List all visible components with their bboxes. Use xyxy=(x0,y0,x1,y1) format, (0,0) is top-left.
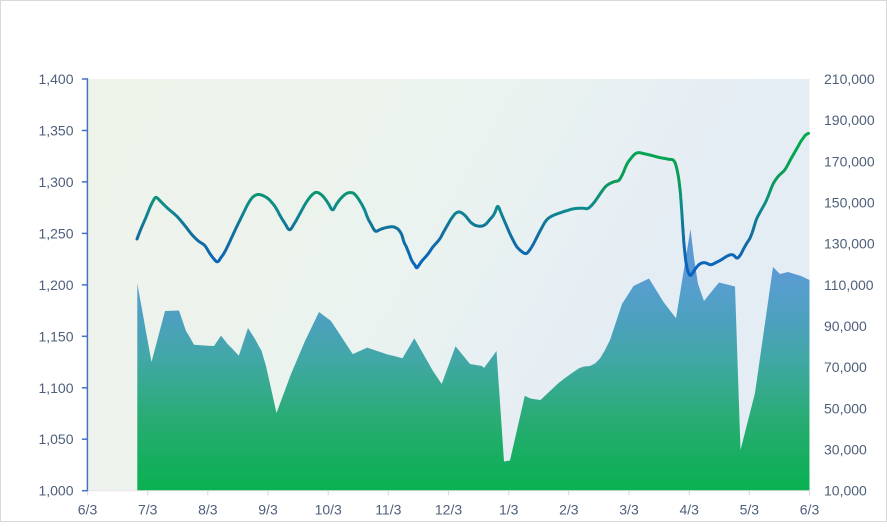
svg-text:6/3: 6/3 xyxy=(800,502,820,518)
svg-text:50,000: 50,000 xyxy=(824,400,867,416)
svg-text:1,300: 1,300 xyxy=(38,174,73,190)
svg-text:9/3: 9/3 xyxy=(258,502,278,518)
svg-text:210,000: 210,000 xyxy=(824,71,875,87)
svg-text:7/3: 7/3 xyxy=(138,502,158,518)
svg-text:10/3: 10/3 xyxy=(315,502,342,518)
svg-text:8/3: 8/3 xyxy=(198,502,218,518)
svg-text:1,400: 1,400 xyxy=(38,71,73,87)
svg-text:3/3: 3/3 xyxy=(619,502,639,518)
svg-text:11/3: 11/3 xyxy=(375,502,401,518)
svg-text:190,000: 190,000 xyxy=(824,112,875,128)
svg-text:1,000: 1,000 xyxy=(38,483,73,499)
svg-text:4/3: 4/3 xyxy=(679,502,699,518)
svg-text:110,000: 110,000 xyxy=(824,277,874,293)
svg-text:2/3: 2/3 xyxy=(559,502,579,518)
svg-text:30,000: 30,000 xyxy=(824,442,867,458)
svg-text:6/3: 6/3 xyxy=(78,502,98,518)
svg-text:170,000: 170,000 xyxy=(824,153,875,169)
svg-text:1,050: 1,050 xyxy=(38,431,73,447)
svg-text:150,000: 150,000 xyxy=(824,195,875,211)
svg-text:12/3: 12/3 xyxy=(435,502,462,518)
svg-text:1,100: 1,100 xyxy=(38,380,73,396)
svg-text:1,200: 1,200 xyxy=(38,277,73,293)
svg-text:10,000: 10,000 xyxy=(824,483,867,499)
svg-text:1,350: 1,350 xyxy=(38,123,73,139)
svg-text:90,000: 90,000 xyxy=(824,318,867,334)
svg-text:130,000: 130,000 xyxy=(824,236,875,252)
svg-text:1/3: 1/3 xyxy=(499,502,519,518)
svg-text:1,150: 1,150 xyxy=(38,328,73,344)
svg-text:5/3: 5/3 xyxy=(740,502,760,518)
svg-text:70,000: 70,000 xyxy=(824,359,867,375)
svg-text:1,250: 1,250 xyxy=(38,225,73,241)
